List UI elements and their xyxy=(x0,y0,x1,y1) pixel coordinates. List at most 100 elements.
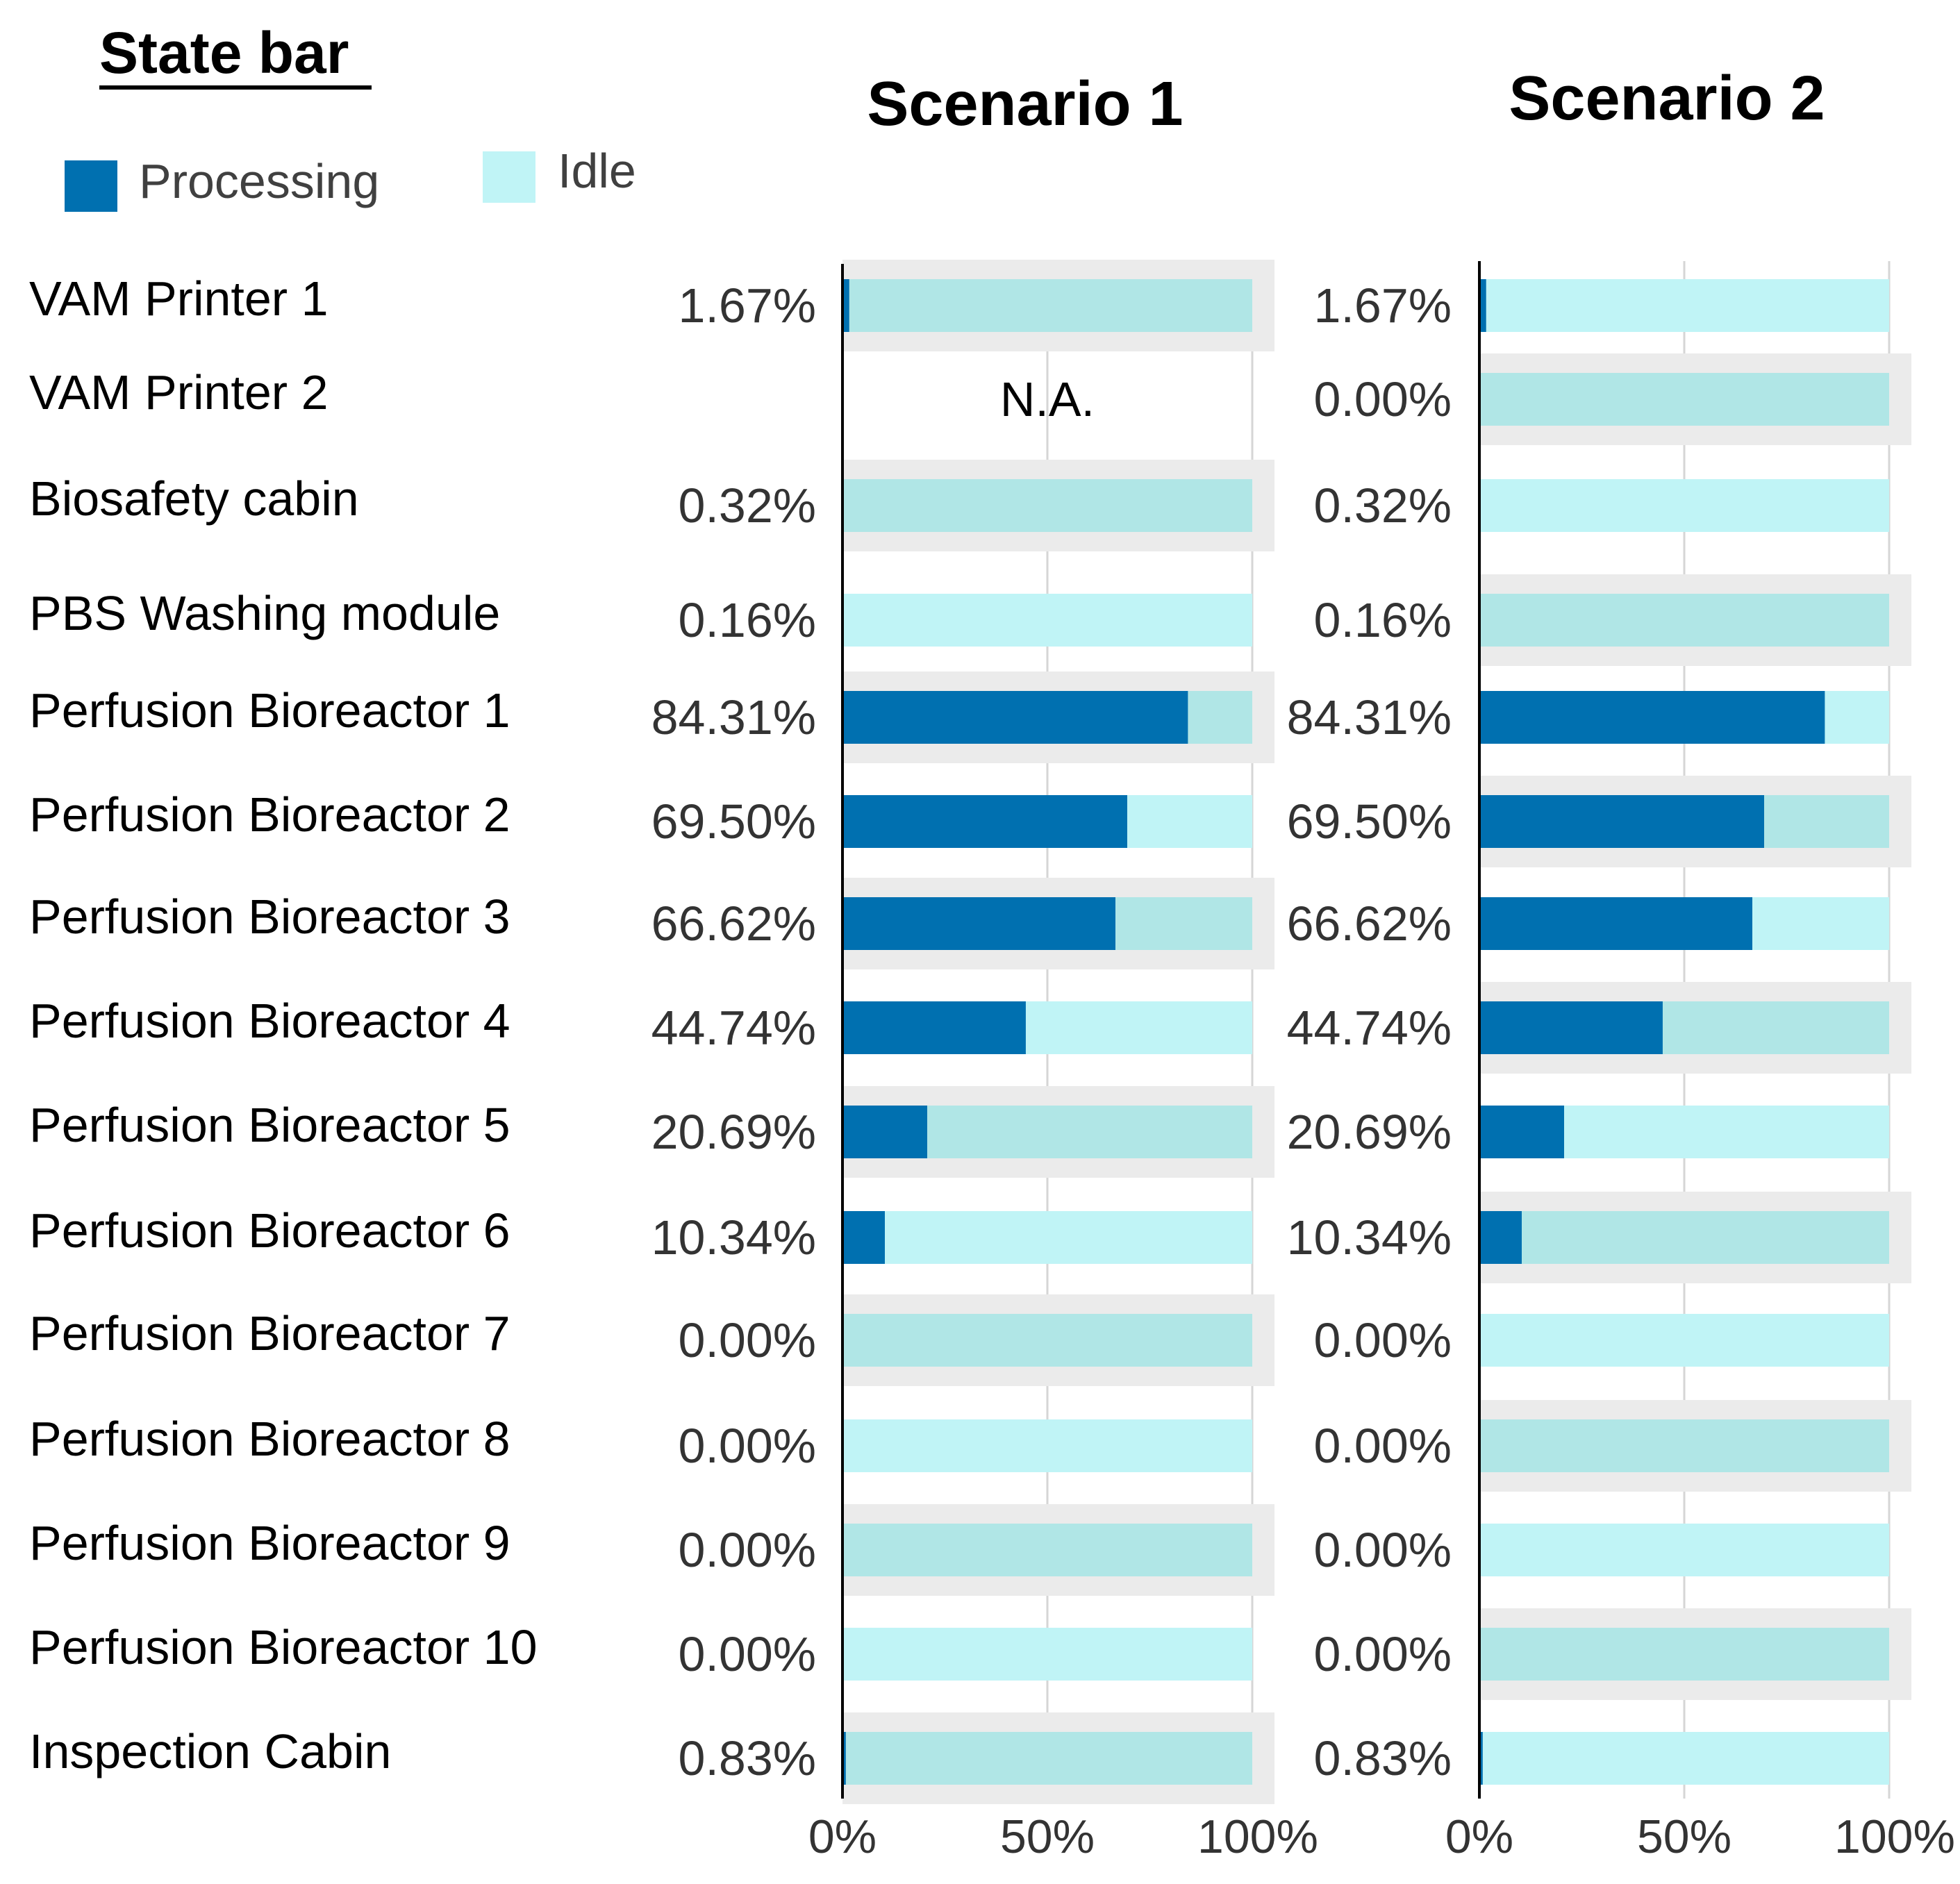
value-label: 20.69% xyxy=(651,1105,816,1159)
bar-processing xyxy=(842,279,849,332)
bar-idle xyxy=(1564,1106,1889,1158)
value-label: 66.62% xyxy=(651,897,816,951)
bar-processing xyxy=(1479,1732,1483,1785)
legend-swatch-idle xyxy=(483,151,535,203)
category-label: Perfusion Bioreactor 3 xyxy=(29,890,510,944)
bar-idle xyxy=(1115,897,1252,950)
bar-idle xyxy=(1479,373,1889,426)
value-label: 0.00% xyxy=(679,1627,816,1681)
bar-idle xyxy=(1479,1628,1889,1681)
x-tick-label: 50% xyxy=(1000,1810,1095,1863)
bar-idle xyxy=(1025,1001,1252,1054)
value-label: 0.00% xyxy=(679,1419,816,1473)
category-label: Perfusion Bioreactor 1 xyxy=(29,683,510,737)
value-label: 1.67% xyxy=(1314,278,1452,333)
value-label: 0.16% xyxy=(1314,593,1452,647)
value-label: N.A. xyxy=(1000,372,1095,426)
bar-processing xyxy=(1479,795,1765,848)
bar-processing xyxy=(842,1001,1026,1054)
category-label: Perfusion Bioreactor 8 xyxy=(29,1412,510,1466)
value-label: 0.00% xyxy=(1314,1419,1452,1473)
value-label: 10.34% xyxy=(1287,1210,1452,1265)
bar-idle xyxy=(843,479,1252,532)
bar-processing xyxy=(842,691,1188,744)
category-label: VAM Printer 1 xyxy=(29,272,329,326)
value-label: 0.32% xyxy=(679,478,816,533)
bar-idle xyxy=(842,1419,1252,1472)
value-label: 84.31% xyxy=(651,690,816,744)
legend-label-idle: Idle xyxy=(558,144,636,198)
value-label: 0.83% xyxy=(1314,1731,1452,1785)
category-labels: VAM Printer 1 VAM Printer 2 Biosafety cabi… xyxy=(29,272,538,1778)
bar-idle xyxy=(1188,691,1252,744)
bar-idle xyxy=(842,1524,1252,1576)
bar-idle xyxy=(842,1628,1252,1681)
value-label: 1.67% xyxy=(679,278,816,333)
bar-idle xyxy=(1825,691,1889,744)
bar-idle xyxy=(1482,1732,1889,1785)
bar-processing xyxy=(1479,1106,1565,1158)
value-label: 44.74% xyxy=(651,1001,816,1055)
bar-processing xyxy=(1479,897,1753,950)
category-label: Perfusion Bioreactor 2 xyxy=(29,787,510,842)
bar-idle xyxy=(842,1314,1252,1367)
scenario-2-panel: 1.67% 0.00% 0.32% 0.16% 84.31% 69.50% 66.62% 44… xyxy=(1287,261,1955,1863)
value-label: 84.31% xyxy=(1287,690,1452,744)
value-label: 0.83% xyxy=(679,1731,816,1785)
x-tick-label: 50% xyxy=(1637,1810,1731,1863)
state-bar-heading: State bar xyxy=(99,20,349,85)
bar-idle xyxy=(845,1732,1252,1785)
value-label: 0.00% xyxy=(1314,1313,1452,1367)
value-label: 69.50% xyxy=(651,794,816,849)
bar-idle xyxy=(842,594,1252,647)
bar-idle xyxy=(1480,479,1889,532)
bar-idle xyxy=(1127,795,1252,848)
bar-idle xyxy=(1479,1314,1889,1367)
bar-processing xyxy=(842,1211,886,1264)
category-label: Biosafety cabin xyxy=(29,472,359,526)
value-label: 0.16% xyxy=(679,593,816,647)
category-label: Perfusion Bioreactor 9 xyxy=(29,1516,510,1570)
value-label: 66.62% xyxy=(1287,897,1452,951)
bar-idle xyxy=(1764,795,1889,848)
bar-processing xyxy=(842,1732,846,1785)
bar-processing xyxy=(842,1106,928,1158)
category-label: VAM Printer 2 xyxy=(29,365,329,419)
category-label: Perfusion Bioreactor 6 xyxy=(29,1203,510,1258)
bar-processing xyxy=(842,795,1128,848)
scenario-2-title: Scenario 2 xyxy=(1509,64,1825,133)
scenario-1-panel: 1.67% N.A. 0.32% 0.16% 84.31% 69.50% 66.62% 44.… xyxy=(651,260,1318,1863)
category-label: Perfusion Bioreactor 10 xyxy=(29,1620,538,1674)
x-tick-label: 0% xyxy=(808,1810,877,1863)
category-label: Perfusion Bioreactor 5 xyxy=(29,1098,510,1152)
bar-idle xyxy=(1522,1211,1889,1264)
scenario-1-title: Scenario 1 xyxy=(867,69,1183,139)
bar-idle xyxy=(1479,1419,1889,1472)
value-label: 0.00% xyxy=(679,1313,816,1367)
category-label: Perfusion Bioreactor 4 xyxy=(29,994,510,1048)
category-label: Perfusion Bioreactor 7 xyxy=(29,1306,510,1360)
bar-processing xyxy=(1479,691,1825,744)
value-label: 69.50% xyxy=(1287,794,1452,849)
value-label: 0.00% xyxy=(1314,1627,1452,1681)
legend-swatch-processing xyxy=(65,160,117,212)
bar-idle xyxy=(1479,594,1889,647)
value-label: 0.00% xyxy=(1314,372,1452,426)
value-label: 10.34% xyxy=(651,1210,816,1265)
value-label: 0.32% xyxy=(1314,478,1452,533)
bar-idle xyxy=(1486,279,1889,332)
bar-processing xyxy=(1479,279,1486,332)
value-label: 0.00% xyxy=(679,1523,816,1577)
bar-idle xyxy=(1752,897,1889,950)
bar-idle xyxy=(1479,1524,1889,1576)
legend-label-processing: Processing xyxy=(139,154,379,208)
x-tick-label: 0% xyxy=(1445,1810,1513,1863)
x-tick-label: 100% xyxy=(1197,1810,1318,1863)
bar-idle xyxy=(1662,1001,1889,1054)
bar-idle xyxy=(927,1106,1252,1158)
category-label: PBS Washing module xyxy=(29,586,500,640)
x-tick-label: 100% xyxy=(1834,1810,1955,1863)
bar-processing xyxy=(1479,1211,1522,1264)
bar-idle xyxy=(849,279,1252,332)
